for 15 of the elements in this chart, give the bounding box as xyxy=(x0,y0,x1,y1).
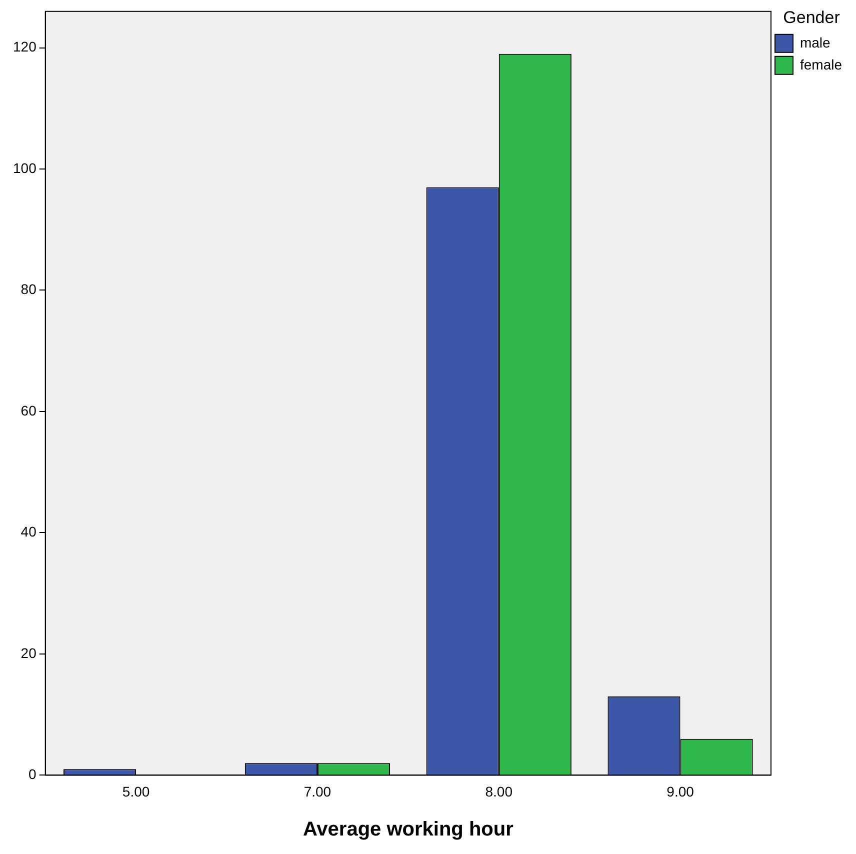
x-axis-title: Average working hour xyxy=(302,818,514,841)
legend-label: male xyxy=(800,34,831,50)
y-tick-label: 100 xyxy=(13,160,37,176)
legend-title: Gender xyxy=(783,8,840,28)
y-tick-label: 0 xyxy=(28,766,37,782)
y-tick-label: 120 xyxy=(13,38,37,55)
x-tick-label: 8.00 xyxy=(485,783,513,800)
y-tick-label: 80 xyxy=(20,281,37,298)
y-tick-label: 40 xyxy=(20,524,37,540)
x-tick-label: 7.00 xyxy=(304,783,332,800)
legend-label: female xyxy=(800,56,842,72)
x-tick-label: 5.00 xyxy=(122,783,150,800)
x-tick-label: 9.00 xyxy=(666,783,694,800)
y-tick-label: 20 xyxy=(20,644,37,661)
y-tick-label: 60 xyxy=(20,402,37,418)
